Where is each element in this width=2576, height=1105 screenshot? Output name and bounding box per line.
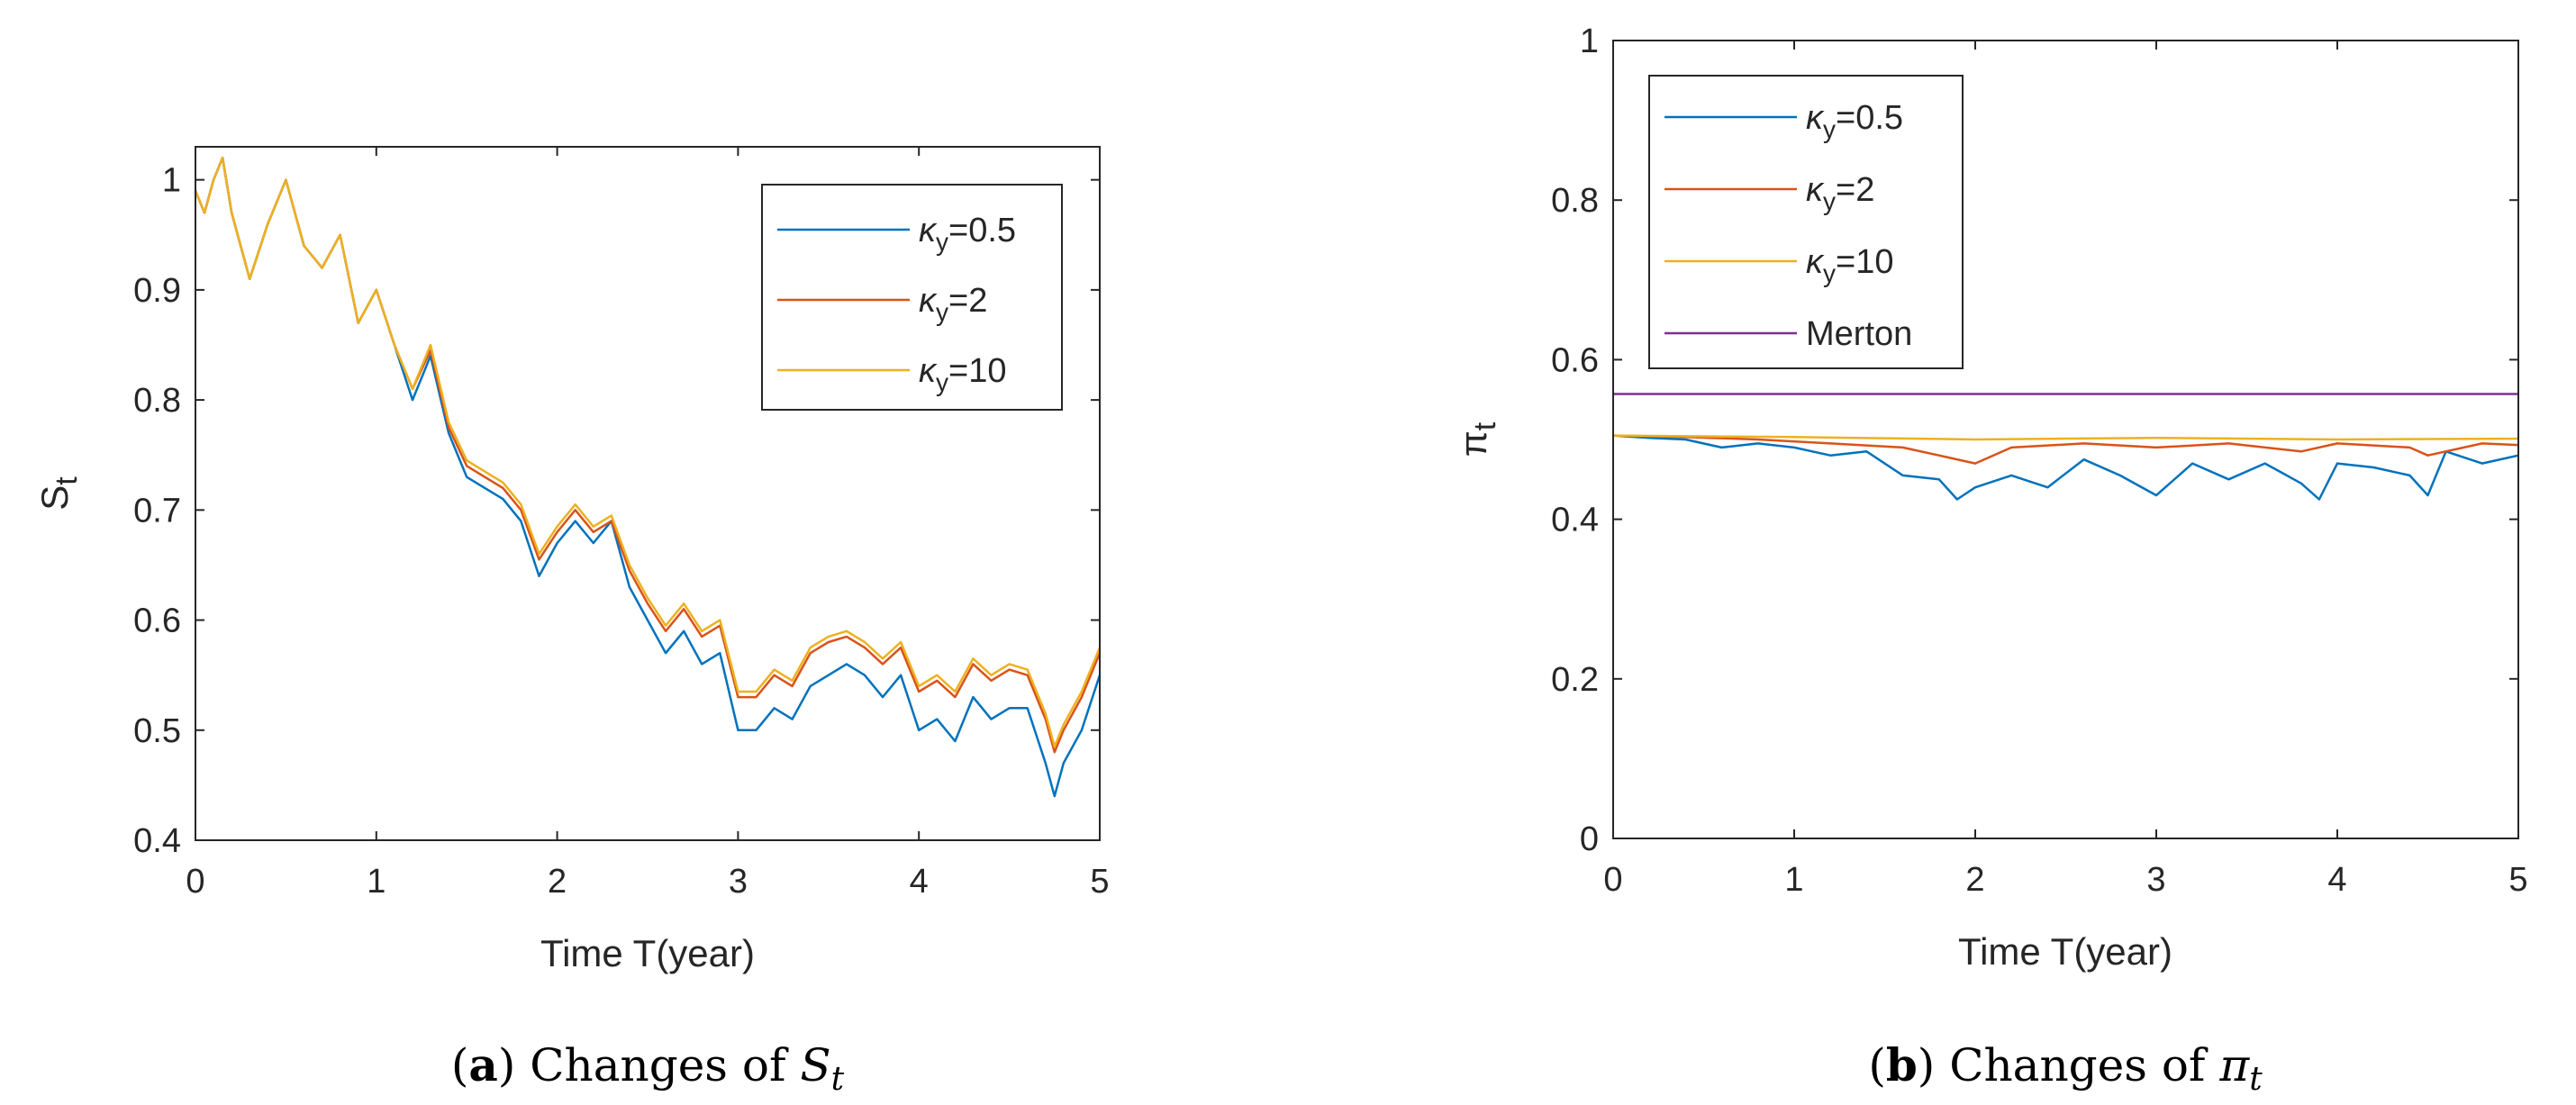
y-tick-label-b-5: 1 (1580, 23, 1599, 60)
y-tick-label-b-4: 0.8 (1551, 182, 1599, 220)
x-tick-label-b-3: 3 (2146, 861, 2165, 899)
series-line-a-2 (194, 156, 1102, 748)
legend-label-b-4: Merton (1806, 315, 1912, 353)
x-tick-label-b-0: 0 (1603, 861, 1622, 899)
axes-box-a (195, 146, 1101, 841)
y-tick-label-a-6: 1 (162, 162, 181, 200)
y-tick-label-a-0: 0.4 (133, 822, 181, 860)
legend-label-b-2: κy=2 (1806, 171, 1874, 215)
y-tick-label-a-3: 0.7 (133, 492, 181, 530)
y-axis-label-b: πt (1452, 421, 1502, 457)
legend-label-a-1: κy=0.5 (919, 212, 1016, 256)
legend-label-a-3: κy=10 (919, 352, 1006, 396)
chart-panel-b: 0 1 2 3 4 5 0 0.2 0.4 0.6 0.8 1 Time T(year) πt κy=… (1452, 23, 2528, 1098)
y-tick-label-b-3: 0.6 (1551, 341, 1599, 379)
series-line-b-0 (1612, 434, 2519, 501)
legend-label-b-3: κy=10 (1806, 243, 1893, 287)
x-tick-label-a-4: 4 (910, 863, 929, 901)
y-axis-label-a-main: S (33, 485, 76, 511)
x-tick-label-a-2: 2 (548, 863, 567, 901)
x-tick-label-a-5: 5 (1090, 863, 1109, 901)
x-tick-label-b-5: 5 (2508, 861, 2527, 899)
y-tick-label-b-1: 0.2 (1551, 661, 1599, 699)
caption-a: (a) Changes of St (451, 1038, 845, 1098)
legend-label-b-1: κy=0.5 (1806, 99, 1903, 143)
legend-a: κy=0.5 κy=2 κy=10 (761, 184, 1063, 411)
axis-ticks-a: 0 1 2 3 4 5 0.4 0.5 0.6 0.7 0.8 0.9 1 (133, 147, 1110, 901)
x-tick-label-a-1: 1 (367, 863, 385, 901)
y-tick-label-b-0: 0 (1580, 820, 1599, 858)
legend-box-a (761, 184, 1063, 411)
y-axis-label-a: St (33, 476, 84, 511)
axis-ticks-b: 0 1 2 3 4 5 0 0.2 0.4 0.6 0.8 1 (1551, 23, 2527, 899)
series-lines-b (1612, 393, 2519, 501)
series-line-b-1 (1612, 434, 2519, 465)
x-tick-label-a-3: 3 (729, 863, 748, 901)
y-tick-label-a-1: 0.5 (133, 712, 181, 750)
y-axis-label-b-sub: t (1468, 421, 1502, 430)
y-tick-label-a-2: 0.6 (133, 602, 181, 640)
y-axis-label-a-sub: t (50, 476, 84, 485)
y-tick-label-a-5: 0.9 (133, 272, 181, 310)
y-tick-label-b-2: 0.4 (1551, 502, 1599, 539)
x-axis-label-a: Time T(year) (540, 932, 755, 974)
series-line-b-2 (1612, 434, 2519, 441)
axes-box-b (1612, 40, 2519, 839)
y-tick-label-a-4: 0.8 (133, 382, 181, 420)
x-axis-label-b: Time T(year) (1958, 930, 2172, 973)
caption-b: (b) Changes of πt (1868, 1038, 2263, 1098)
x-tick-label-b-2: 2 (1965, 861, 1984, 899)
legend-label-a-2: κy=2 (919, 282, 987, 326)
legend-b: κy=0.5 κy=2 κy=10 Merton (1648, 75, 1964, 369)
chart-panel-a: 0 1 2 3 4 5 0.4 0.5 0.6 0.7 0.8 0.9 1 Time T(year) S… (33, 146, 1110, 1098)
y-axis-label-b-main: π (1452, 430, 1494, 457)
x-tick-label-a-0: 0 (186, 863, 204, 901)
x-tick-label-b-4: 4 (2327, 861, 2346, 899)
series-lines-a (194, 156, 1102, 798)
legend-box-b (1648, 75, 1964, 369)
x-tick-label-b-1: 1 (1784, 861, 1803, 899)
